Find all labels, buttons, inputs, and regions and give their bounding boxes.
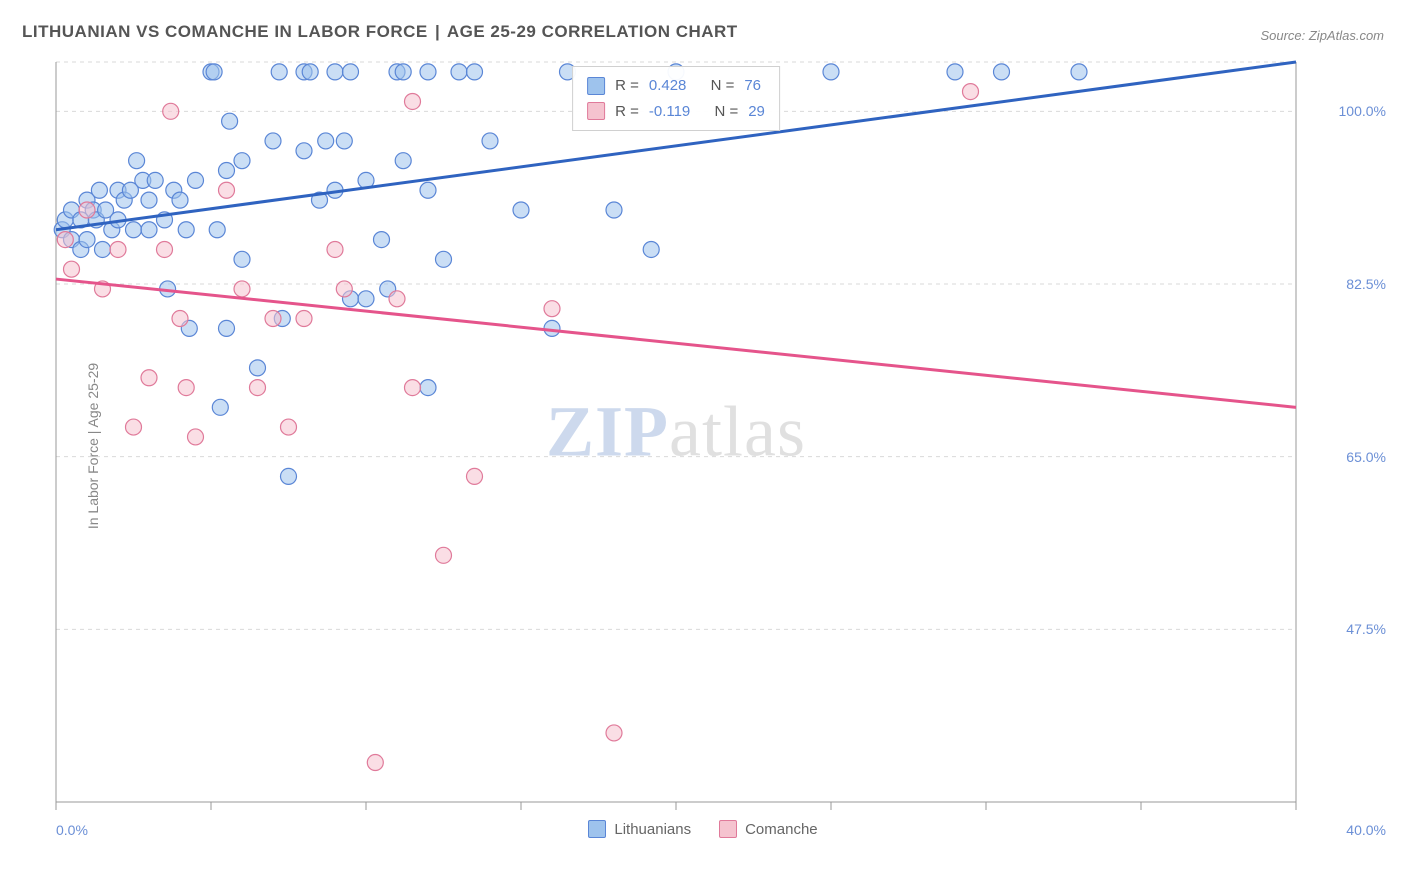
plot-area: ZIPatlas R = 0.428 N = 76 R = -0.119 N =… [56, 62, 1296, 802]
stats-r-value-comanche: -0.119 [649, 99, 690, 125]
chart-container: LITHUANIAN VS COMANCHE IN LABOR FORCE | … [0, 0, 1406, 892]
swatch-lithuanians [587, 77, 605, 95]
chart-title: LITHUANIAN VS COMANCHE IN LABOR FORCE | … [22, 22, 738, 42]
legend-item-comanche: Comanche [719, 820, 818, 838]
chart-svg [56, 62, 1296, 802]
stats-n-label: N = [714, 99, 738, 125]
legend-bottom: Lithuanians Comanche [0, 820, 1406, 838]
legend-label-lithuanians: Lithuanians [614, 821, 691, 838]
stats-r-label: R = [615, 99, 639, 125]
stats-row-comanche: R = -0.119 N = 29 [587, 99, 765, 125]
y-tick-label: 65.0% [1346, 449, 1386, 465]
title-sub: AGE 25-29 CORRELATION CHART [447, 22, 738, 41]
y-tick-label: 47.5% [1346, 621, 1386, 637]
y-tick-label: 100.0% [1339, 103, 1386, 119]
stats-n-label: N = [711, 73, 735, 99]
legend-label-comanche: Comanche [745, 821, 818, 838]
title-separator: | [435, 22, 440, 41]
stats-legend-box: R = 0.428 N = 76 R = -0.119 N = 29 [572, 66, 780, 131]
title-main: LITHUANIAN VS COMANCHE IN LABOR FORCE [22, 22, 428, 41]
swatch-comanche [587, 102, 605, 120]
legend-swatch-comanche [719, 820, 737, 838]
stats-r-value-lithuanians: 0.428 [649, 73, 687, 99]
legend-swatch-lithuanians [588, 820, 606, 838]
source-attribution: Source: ZipAtlas.com [1260, 28, 1384, 43]
stats-r-label: R = [615, 73, 639, 99]
y-tick-label: 82.5% [1346, 276, 1386, 292]
stats-n-value-lithuanians: 76 [744, 73, 761, 99]
legend-item-lithuanians: Lithuanians [588, 820, 691, 838]
stats-row-lithuanians: R = 0.428 N = 76 [587, 73, 765, 99]
stats-n-value-comanche: 29 [748, 99, 765, 125]
